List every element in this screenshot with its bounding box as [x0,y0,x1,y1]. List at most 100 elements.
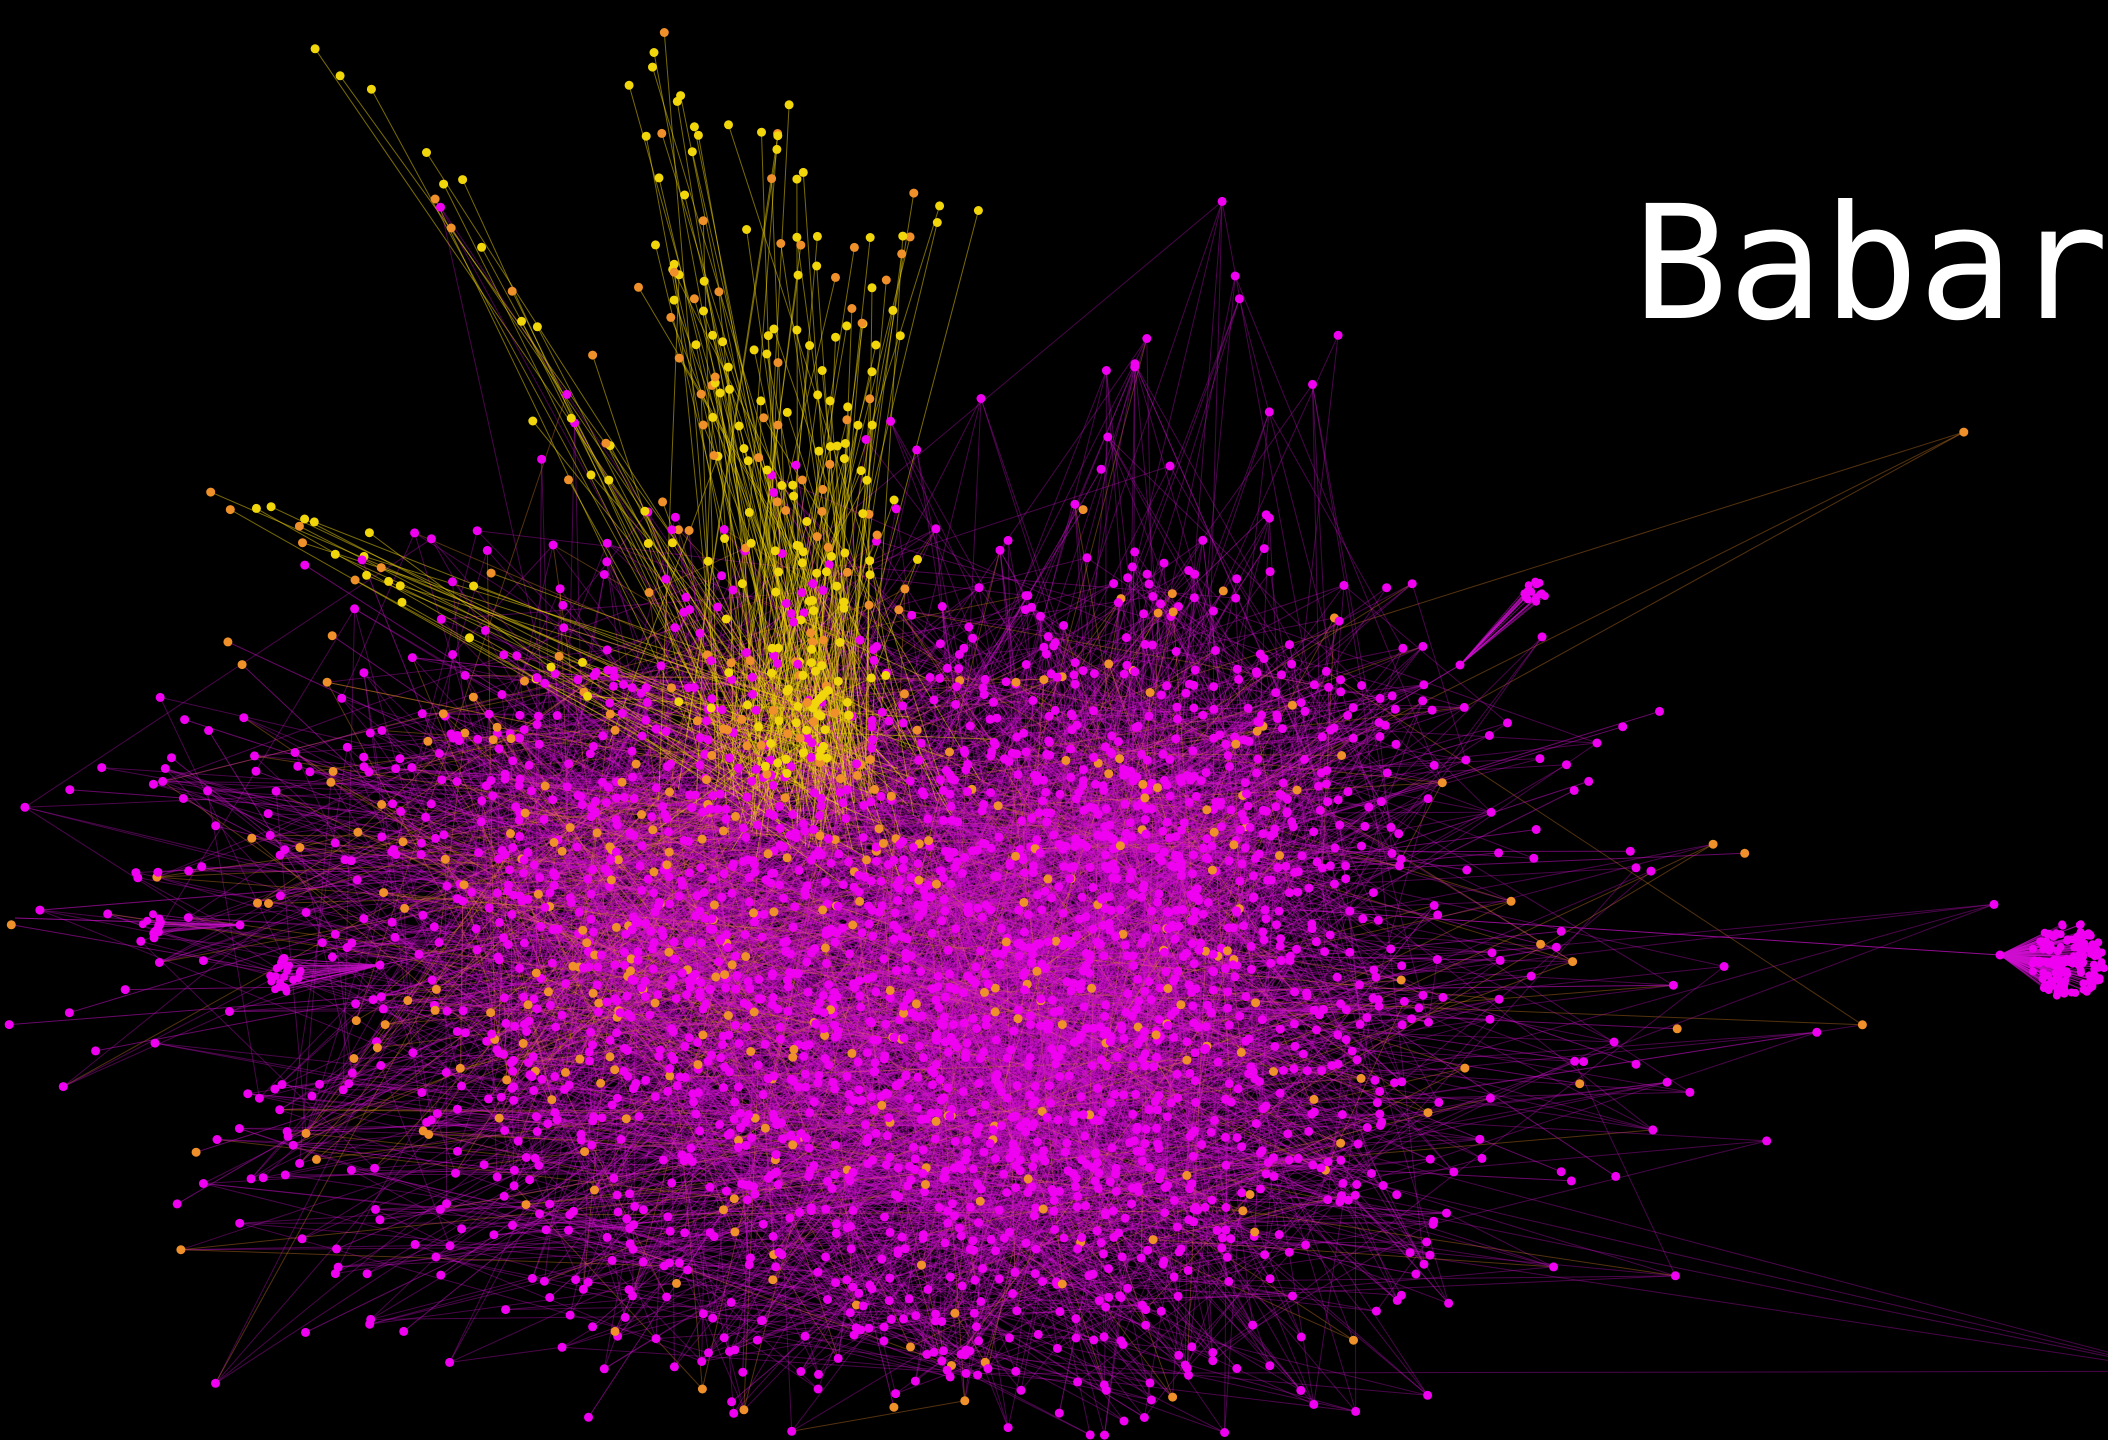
edge [876,540,960,669]
edge [463,884,521,969]
edge [442,713,699,1070]
edge [712,795,864,838]
edge [631,826,1247,960]
edge [330,735,603,783]
edge [488,713,725,875]
edge [523,746,594,944]
edge [499,1080,1196,1119]
edge [568,692,642,1086]
edge [486,810,983,1042]
edge [284,803,393,851]
edge [533,709,723,1000]
edge [669,851,780,886]
edge [486,1041,515,1186]
edge [411,767,536,1159]
edge [288,1112,556,1137]
edge [503,997,508,1080]
edge [592,992,811,1172]
edge [511,951,670,1089]
edge [606,561,800,1045]
edge [642,976,716,991]
edge [837,1071,876,1359]
edge [554,884,1199,901]
edge [593,868,606,1117]
edge [159,768,757,963]
edge [736,872,756,976]
edge [503,746,594,938]
edge [536,1015,563,1132]
edge [524,909,873,944]
edge [693,1101,1017,1152]
edge [268,903,806,1075]
edge [594,778,841,1191]
edge [489,900,523,909]
edge [472,696,542,979]
edge [239,1222,979,1224]
edge [630,804,709,960]
edge [330,781,550,907]
edge [346,947,815,1103]
edge [658,864,755,907]
edge [731,871,855,966]
edge [299,794,696,1164]
edge [668,851,702,983]
edge [576,846,644,991]
edge [672,895,698,980]
edge [588,966,756,1119]
edge [627,941,675,977]
edge [665,808,727,866]
edge [368,771,706,779]
edge [627,1050,850,1095]
edge [293,1096,872,1146]
edge [301,1009,831,1240]
edge [516,655,875,1041]
edge [771,873,826,883]
edge [536,924,853,1132]
edge [332,851,617,958]
edge [551,941,784,1101]
edge [516,655,551,907]
edge [1075,758,1120,800]
edge [724,1009,818,1068]
edge [393,849,736,957]
edge [347,857,1207,949]
edge [533,876,750,1000]
edge [561,850,974,1170]
edge [519,811,736,817]
edge [524,991,835,1025]
edge [243,717,751,990]
edge [595,777,706,814]
edge [423,1130,614,1179]
edge [507,944,857,1306]
edge [774,1159,839,1359]
edge [571,902,880,913]
edge [519,851,670,897]
edge [472,696,811,1172]
edge [587,951,672,1030]
edge [292,1042,524,1146]
edge [498,1052,619,1213]
edge [561,422,576,1016]
edge [354,608,633,778]
edge [548,759,919,993]
edge [279,854,835,1090]
edge [693,687,741,1114]
edge [488,907,631,1244]
edge [660,665,698,896]
edge [686,994,739,1141]
edge [165,768,835,993]
edge [381,676,1063,838]
edge [472,696,655,943]
edge [783,846,816,856]
edge [842,802,1091,961]
edge [600,982,976,1084]
edge [294,752,978,1185]
edge [334,842,828,1300]
edge [381,730,523,860]
edge [423,1130,777,1156]
edge [500,719,743,1098]
edge [587,951,690,1039]
edge [347,707,714,748]
